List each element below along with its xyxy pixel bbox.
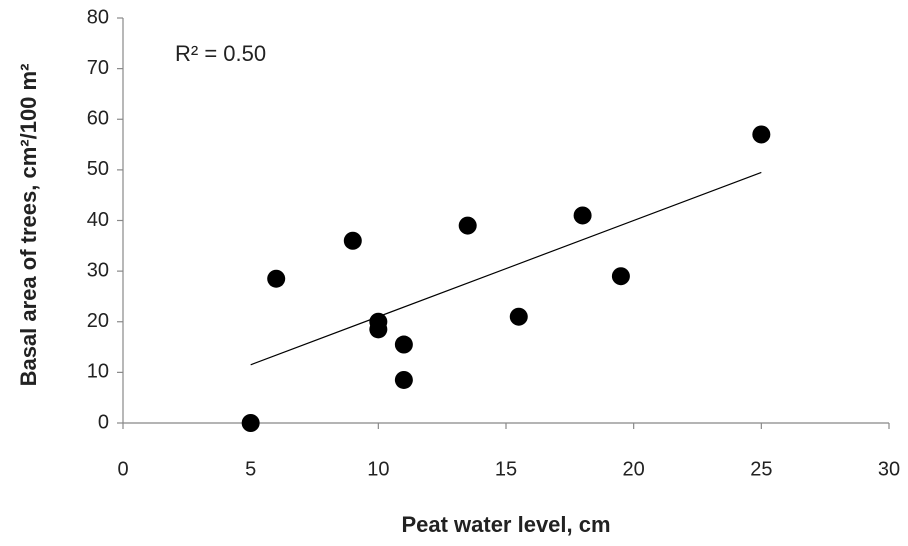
trend-line	[250, 171, 762, 366]
point	[267, 269, 286, 288]
y-tick-label: 40	[87, 209, 109, 231]
y-tick-label: 30	[87, 259, 109, 281]
y-tick-label: 10	[87, 361, 109, 383]
x-tick-label: 30	[878, 458, 900, 480]
point	[752, 125, 771, 144]
y-tick-label: 0	[98, 411, 109, 433]
y-tick-label: 20	[87, 310, 109, 332]
y-tick-label: 50	[87, 158, 109, 180]
y-tick-label: 60	[87, 108, 109, 130]
point	[458, 216, 477, 235]
x-tick-label: 15	[495, 458, 517, 480]
x-tick-label: 0	[117, 458, 128, 480]
point	[573, 206, 592, 225]
point	[241, 414, 260, 432]
x-axis-label: Peat water level, cm	[401, 512, 610, 537]
annotation: R² = 0.50	[175, 41, 266, 66]
x-tick-label: 25	[750, 458, 772, 480]
y-tick-label: 80	[87, 6, 109, 28]
point	[509, 307, 528, 326]
y-tick-label: 70	[87, 57, 109, 79]
x-tick-label: 5	[245, 458, 256, 480]
point	[369, 320, 388, 339]
x-tick-label: 10	[367, 458, 389, 480]
point	[394, 335, 413, 354]
x-tick-label: 20	[623, 458, 645, 480]
point	[394, 370, 413, 389]
point	[611, 267, 630, 286]
point	[343, 231, 362, 250]
y-axis-label: Basal area of trees, cm²/100 m²	[16, 64, 41, 387]
